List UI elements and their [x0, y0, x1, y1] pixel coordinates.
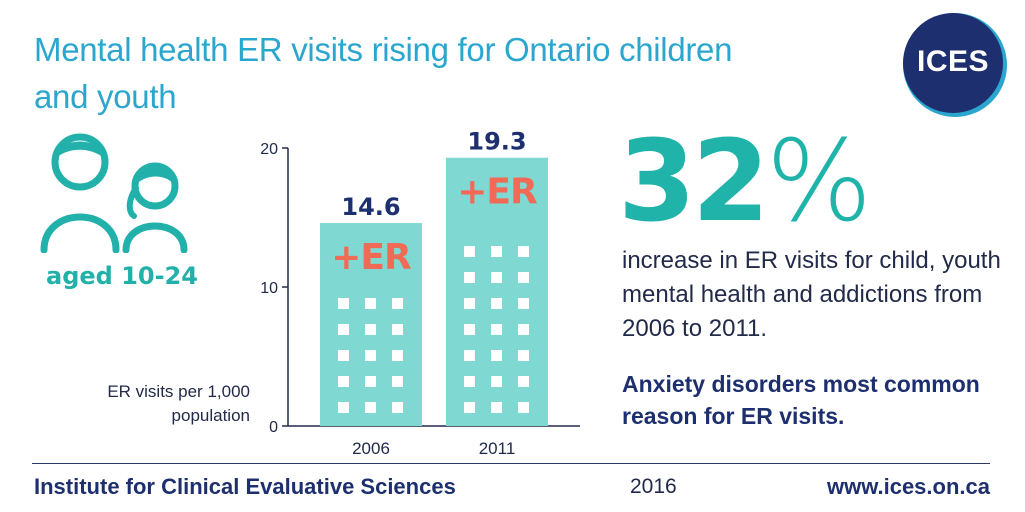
- age-label: aged 10-24: [46, 262, 198, 290]
- bar-window: [464, 376, 475, 387]
- bar-window: [464, 298, 475, 309]
- bar-window: [491, 402, 502, 413]
- bar-badge: +ER: [331, 237, 411, 278]
- bar-window: [365, 350, 376, 361]
- footer-url[interactable]: www.ices.on.ca: [826, 474, 990, 499]
- bar-window: [464, 272, 475, 283]
- bar-window: [518, 324, 529, 335]
- ices-logo: [903, 13, 1007, 117]
- child-hair: [136, 169, 174, 184]
- bar-window: [392, 376, 403, 387]
- bar-window: [491, 376, 502, 387]
- footer-organization: Institute for Clinical Evaluative Scienc…: [34, 474, 456, 499]
- bar-window: [491, 272, 502, 283]
- bar-window: [392, 350, 403, 361]
- data-label: 19.3: [467, 128, 526, 156]
- bar-window: [518, 350, 529, 361]
- footer-year: 2016: [630, 475, 677, 498]
- percent-symbol: %: [765, 117, 873, 247]
- page-title: Mental health ER visits rising for Ontar…: [34, 31, 733, 115]
- er-visits-bar-chart: 0 10 20 +ER 14.6 2006 +ER 19.3 2011: [260, 128, 580, 458]
- bar-window: [491, 324, 502, 335]
- bar-window: [464, 350, 475, 361]
- adult-head: [51, 133, 109, 191]
- bar-window: [392, 298, 403, 309]
- bar-window: [338, 350, 349, 361]
- anxiety-note: Anxiety disorders most common reason for…: [622, 371, 980, 429]
- bar-window: [491, 298, 502, 309]
- bar-window: [365, 298, 376, 309]
- bar-window: [365, 324, 376, 335]
- bar-window: [464, 246, 475, 257]
- bar-window: [464, 402, 475, 413]
- bar-window: [491, 246, 502, 257]
- child-ponytail: [126, 185, 139, 219]
- footer-divider: [32, 463, 990, 464]
- child-body: [122, 222, 188, 253]
- bar-window: [338, 298, 349, 309]
- bar-window: [338, 324, 349, 335]
- bar-window: [392, 402, 403, 413]
- logo-text: ICES: [916, 45, 990, 78]
- y-axis-label: ER visits per 1,000 population: [107, 382, 250, 425]
- bar-window: [518, 246, 529, 257]
- adult-hair: [56, 141, 104, 158]
- percent-number: 32: [618, 117, 770, 247]
- bar-window: [392, 324, 403, 335]
- bar-window: [518, 272, 529, 283]
- bar-window: [338, 402, 349, 413]
- y-tick-label: 0: [269, 419, 278, 436]
- bar-window: [464, 324, 475, 335]
- increase-description: increase in ER visits for child, youth m…: [622, 247, 1001, 342]
- bar-window: [491, 350, 502, 361]
- y-tick-label: 10: [260, 280, 278, 297]
- adult-body: [40, 213, 120, 253]
- bar-badge: +ER: [457, 172, 537, 213]
- x-tick-label: 2011: [479, 439, 516, 458]
- y-tick-label: 20: [260, 141, 278, 158]
- bar-window: [365, 402, 376, 413]
- bar-window: [365, 376, 376, 387]
- children-icon: [40, 133, 188, 253]
- percent-increase: 32%: [618, 122, 872, 242]
- bar-window: [518, 402, 529, 413]
- data-label: 14.6: [341, 193, 400, 221]
- bar-window: [518, 376, 529, 387]
- bar-window: [338, 376, 349, 387]
- x-tick-label: 2006: [352, 439, 390, 458]
- logo-circle: [903, 13, 1003, 113]
- bar-window: [518, 298, 529, 309]
